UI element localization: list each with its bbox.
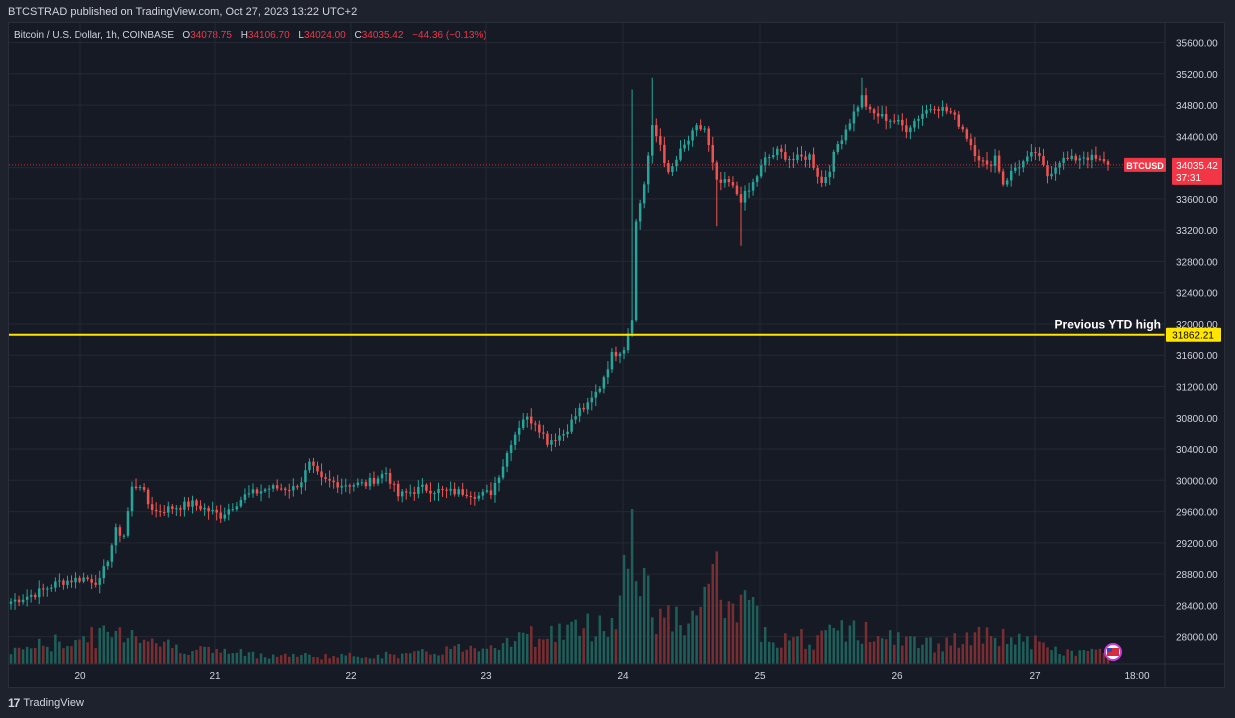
- legend-symbol: Bitcoin / U.S. Dollar, 1h, COINBASE: [14, 30, 175, 41]
- footer: 17 TradingView: [8, 696, 84, 710]
- tradingview-logo-icon: 17: [8, 696, 20, 710]
- legend-low-label: L: [298, 30, 304, 41]
- legend-low: 34024.00: [303, 30, 346, 41]
- legend-close: 34035.42: [361, 30, 404, 41]
- legend-close-label: C: [354, 30, 362, 41]
- legend-open: 34078.75: [190, 30, 232, 41]
- chart-area[interactable]: [8, 22, 1225, 688]
- legend-change: −44.36 (−0.13%): [412, 30, 487, 41]
- legend-high: 34106.70: [247, 30, 290, 41]
- footer-brand: TradingView: [23, 697, 84, 709]
- legend-open-label: O: [182, 30, 191, 41]
- legend-high-label: H: [240, 30, 248, 41]
- ohlc-legend: Bitcoin / U.S. Dollar, 1h, COINBASE O340…: [14, 30, 493, 41]
- published-line: BTCSTRAD published on TradingView.com, O…: [8, 6, 358, 18]
